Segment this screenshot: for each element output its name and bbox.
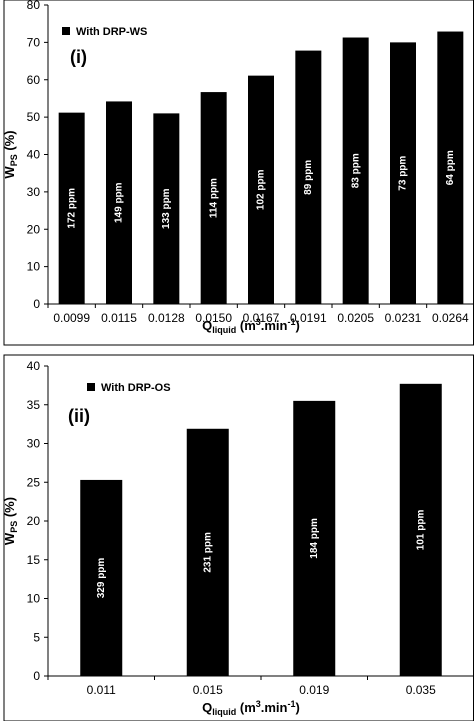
bar: [295, 50, 322, 304]
y-tick-label: 80: [27, 0, 41, 12]
panel-label: (ii): [68, 406, 90, 426]
bar-data-label: 114 ppm: [208, 178, 219, 218]
x-tick-label: 0.0128: [148, 311, 185, 325]
bar-data-label: 64 ppm: [445, 150, 456, 185]
y-tick-label: 30: [27, 185, 41, 199]
bar: [186, 428, 229, 676]
panel-label: (i): [70, 47, 87, 67]
y-tick-label: 60: [27, 73, 41, 87]
bar: [248, 75, 274, 304]
x-tick-label: 0.0231: [385, 311, 422, 325]
y-axis-title: WPS (%): [2, 497, 19, 545]
y-tick-label: 25: [27, 475, 41, 489]
chart-panel-1: 0 10 20 30 40 50 60 70 80 172 ppm 0.0099 149 ppm 0.0…: [2, 0, 474, 346]
bar: [153, 113, 180, 304]
x-tick-label: 0.0205: [337, 311, 374, 325]
bar-data-label: 231 ppm: [202, 532, 213, 573]
x-tick-label: 0.011: [87, 683, 116, 697]
bar-data-label: 102 ppm: [256, 169, 267, 210]
y-tick-label: 40: [27, 148, 41, 162]
x-tick-label: 0.0167: [243, 311, 280, 325]
y-tick-label: 30: [27, 437, 41, 451]
bar-data-label: 184 ppm: [309, 518, 320, 559]
x-tick-label: 0.015: [193, 683, 223, 697]
bar: [200, 92, 227, 305]
legend-label: With DRP-OS: [101, 382, 171, 394]
bar-data-label: 83 ppm: [350, 153, 361, 188]
y-tick-label: 20: [27, 514, 41, 528]
bar-data-label: 149 ppm: [114, 182, 125, 223]
bar: [399, 383, 442, 676]
y-tick-label: 70: [27, 35, 41, 49]
bar: [293, 400, 336, 676]
bar: [437, 31, 464, 304]
bar: [58, 112, 85, 304]
y-tick-label: 0: [33, 669, 40, 683]
y-tick-label: 10: [27, 260, 41, 274]
y-tick-label: 0: [33, 297, 40, 311]
x-tick-label: 0.0150: [195, 311, 232, 325]
bar: [342, 37, 369, 305]
y-tick-label: 35: [27, 398, 41, 412]
x-tick-label: 0.035: [406, 683, 436, 697]
x-axis-title: Qliquid (m3.min-1): [202, 317, 300, 335]
legend-swatch: [87, 383, 95, 391]
x-tick-label: 0.0191: [290, 311, 327, 325]
x-tick-label: 0.019: [299, 683, 329, 697]
bar: [80, 479, 123, 676]
y-tick-label: 15: [27, 553, 41, 567]
bar: [390, 42, 416, 304]
legend-label: With DRP-WS: [76, 26, 147, 38]
bar-data-label: 73 ppm: [398, 156, 409, 191]
x-axis-title: Qliquid (m3.min-1): [202, 699, 300, 717]
y-tick-label: 20: [27, 222, 41, 236]
y-tick-label: 50: [27, 110, 41, 124]
bar-data-label: 101 ppm: [415, 510, 426, 551]
bar-data-label: 133 ppm: [161, 188, 172, 229]
y-tick-label: 40: [27, 359, 41, 373]
chart-panel-2: 0 5 10 15 20 25 30 35 40 329 ppm 0.011 231 ppm 0.015…: [2, 354, 474, 721]
y-tick-label: 10: [27, 592, 41, 606]
x-tick-label: 0.0264: [432, 311, 469, 325]
bar: [106, 101, 132, 305]
y-axis-title: WPS (%): [2, 130, 19, 178]
bar-data-label: 172 ppm: [66, 188, 77, 229]
bar-data-label: 329 ppm: [96, 558, 107, 599]
x-tick-label: 0.0099: [53, 311, 90, 325]
legend-swatch: [62, 27, 70, 35]
bar-data-label: 89 ppm: [303, 160, 314, 195]
y-tick-label: 5: [33, 630, 40, 644]
x-tick-label: 0.0115: [101, 311, 137, 325]
